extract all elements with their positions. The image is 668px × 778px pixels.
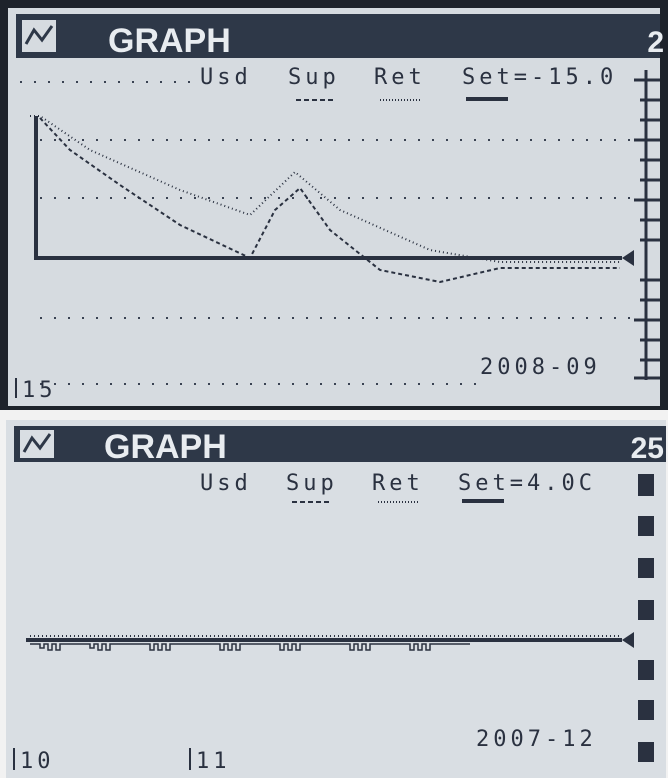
marker-label: 10 — [20, 749, 55, 774]
date: 2007-12 — [476, 727, 597, 752]
title: GRAPH — [108, 22, 231, 60]
legend-set: Set=-15.0 — [462, 65, 617, 90]
page: GRAPH 2 Usd Sup Ret Set=-15.0 2008-09 15… — [0, 0, 668, 778]
panel-1: GRAPH 2 Usd Sup Ret Set=-15.0 2008-09 15 — [0, 0, 668, 410]
legend-sup: Sup — [288, 65, 340, 90]
legend-usd: Usd — [200, 471, 252, 496]
legend-sup: Sup — [286, 471, 338, 496]
panel-2: GRAPH 25 Usd Sup Ret Set=4.0C 2007-12 10… — [0, 416, 668, 778]
date: 2008-09 — [480, 355, 601, 380]
legend-ret: Ret — [374, 65, 426, 90]
title: GRAPH — [104, 428, 227, 466]
legend-ret: Ret — [372, 471, 424, 496]
page-number: 25 — [631, 432, 664, 465]
marker-label: 11 — [196, 749, 231, 774]
legend-set: Set=4.0C — [458, 471, 596, 496]
page-number: 2 — [647, 26, 664, 59]
marker-label: 15 — [22, 378, 57, 403]
legend-usd: Usd — [200, 65, 252, 90]
screens: GRAPH 2 Usd Sup Ret Set=-15.0 2008-09 15… — [0, 0, 668, 778]
